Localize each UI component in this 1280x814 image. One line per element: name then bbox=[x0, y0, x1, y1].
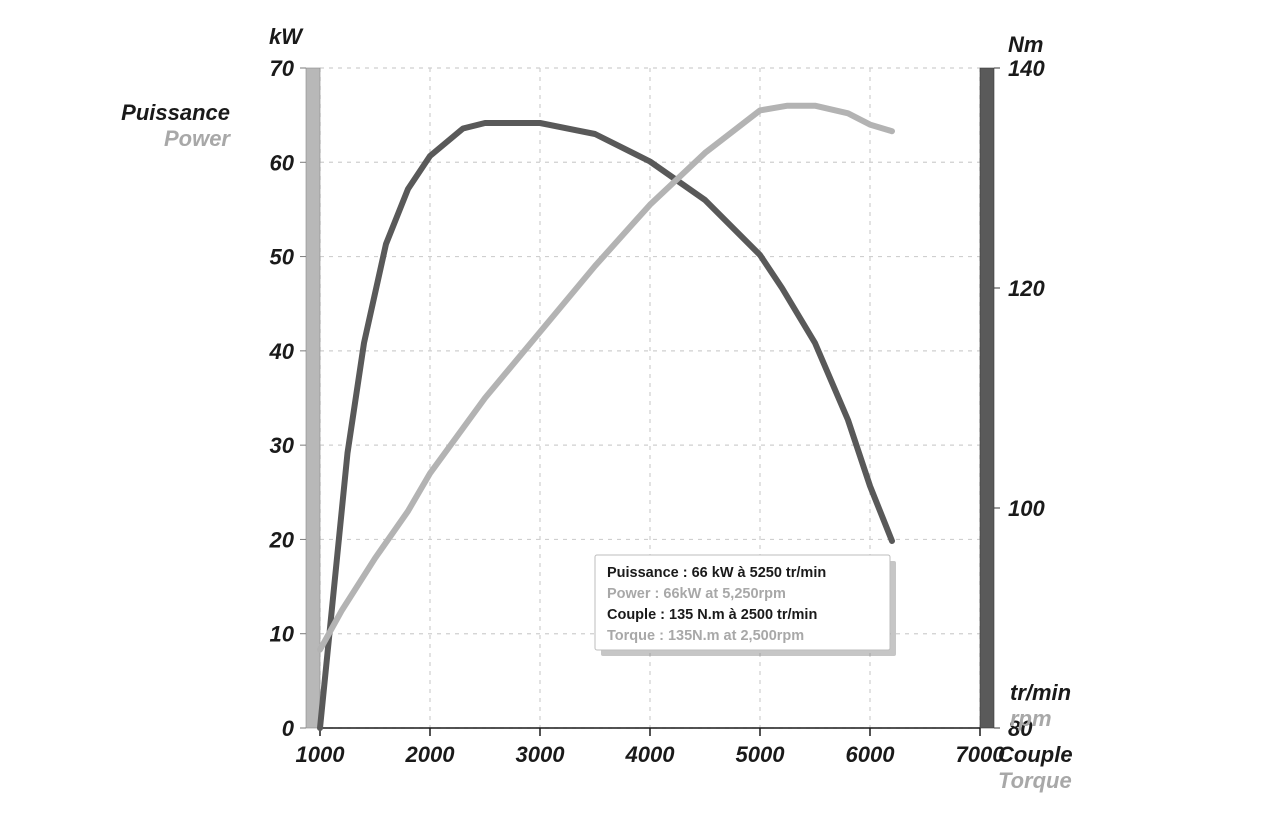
left-tick-label: 0 bbox=[282, 716, 295, 741]
left-tick-label: 40 bbox=[269, 339, 295, 364]
x-tick-label: 6000 bbox=[846, 742, 896, 767]
left-axis-bar bbox=[306, 68, 320, 728]
power-torque-chart: 1000200030004000500060007000010203040506… bbox=[0, 0, 1280, 814]
left-tick-label: 30 bbox=[270, 433, 295, 458]
left-axis-unit: kW bbox=[269, 24, 304, 49]
left-tick-label: 20 bbox=[269, 527, 295, 552]
right-tick-label: 120 bbox=[1008, 276, 1045, 301]
x-axis-unit-fr: tr/min bbox=[1010, 680, 1071, 705]
right-tick-label: 140 bbox=[1008, 56, 1045, 81]
left-tick-label: 70 bbox=[270, 56, 295, 81]
x-tick-label: 1000 bbox=[296, 742, 346, 767]
left-axis-title-fr: Puissance bbox=[121, 100, 230, 125]
right-axis-bar bbox=[980, 68, 994, 728]
x-tick-label: 5000 bbox=[736, 742, 786, 767]
x-tick-label: 3000 bbox=[516, 742, 566, 767]
left-axis-title-en: Power bbox=[164, 126, 231, 151]
x-axis-unit-en: rpm bbox=[1010, 706, 1052, 731]
legend-line: Couple : 135 N.m à 2500 tr/min bbox=[607, 607, 817, 623]
right-axis-unit: Nm bbox=[1008, 32, 1043, 57]
right-axis-title-en: Torque bbox=[998, 768, 1072, 793]
left-tick-label: 60 bbox=[270, 150, 295, 175]
x-tick-label: 4000 bbox=[625, 742, 676, 767]
legend-line: Puissance : 66 kW à 5250 tr/min bbox=[607, 565, 826, 581]
x-tick-label: 2000 bbox=[405, 742, 456, 767]
left-tick-label: 10 bbox=[270, 622, 295, 647]
legend-line: Power : 66kW at 5,250rpm bbox=[607, 586, 786, 602]
right-axis-title-fr: Couple bbox=[998, 742, 1073, 767]
right-tick-label: 100 bbox=[1008, 496, 1045, 521]
left-tick-label: 50 bbox=[270, 245, 295, 270]
legend-line: Torque : 135N.m at 2,500rpm bbox=[607, 628, 804, 644]
